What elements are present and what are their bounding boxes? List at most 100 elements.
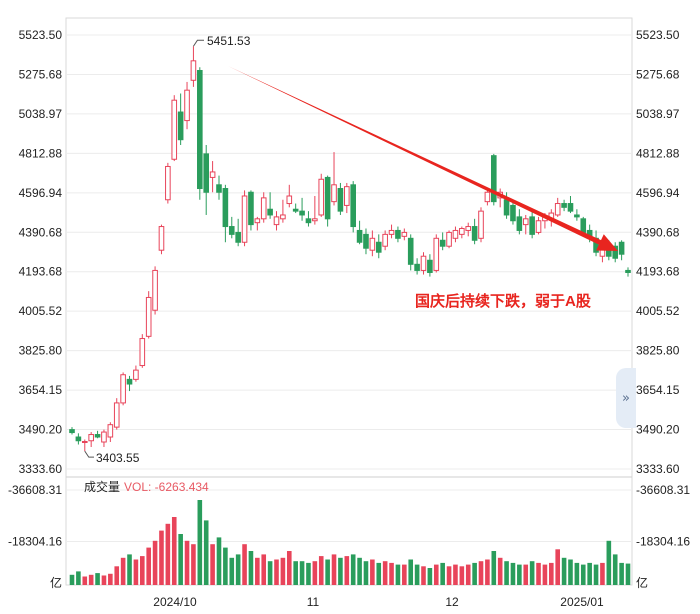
candle: [305, 211, 312, 227]
price-tick-left: 4390.68: [19, 225, 63, 239]
volume-tick-left: -18304.16: [8, 535, 62, 549]
candle: [414, 258, 420, 275]
volume-bar: [593, 564, 599, 585]
candle-body-up: [254, 218, 261, 224]
volume-bar: [485, 559, 490, 585]
candle: [318, 173, 325, 217]
volume-bar: [203, 520, 209, 585]
candle-body-down: [350, 184, 356, 228]
price-tick-right: 5523.50: [636, 28, 680, 42]
candle-body-up: [171, 99, 178, 160]
candle: [203, 144, 210, 215]
candle: [88, 432, 94, 448]
volume-bar: [465, 564, 471, 585]
volume-tick-left: 亿: [50, 575, 62, 590]
candle: [433, 234, 440, 273]
volume-bar: [491, 551, 497, 585]
volume-bar: [235, 554, 241, 585]
low-leader-line: [84, 450, 94, 458]
volume-bar: [165, 523, 171, 585]
candle-body-down: [222, 188, 229, 228]
candle: [337, 182, 344, 215]
volume-bar: [88, 574, 94, 585]
volume-bar: [274, 559, 279, 585]
volume-bar: [382, 561, 388, 585]
candle: [363, 228, 369, 255]
candle: [567, 195, 574, 214]
price-tick-right: 4596.94: [636, 186, 680, 200]
volume-bar: [108, 573, 113, 585]
candle-body-down: [529, 216, 535, 235]
price-tick-left: 3654.15: [19, 383, 63, 397]
candle-body-up: [280, 214, 286, 220]
volume-bar: [229, 557, 235, 585]
candle: [344, 182, 350, 214]
candle-body-up: [158, 226, 165, 251]
candle-body-up: [459, 227, 465, 235]
price-tick-left: 5523.50: [19, 28, 63, 42]
candle: [529, 211, 535, 239]
volume-bar: [325, 559, 330, 585]
candle-body-up: [145, 296, 152, 337]
candle-body-down: [516, 216, 523, 231]
price-tick-right: 5038.97: [636, 107, 680, 121]
volume-bar: [331, 554, 337, 585]
candle: [439, 232, 446, 251]
candle-body-down: [203, 153, 210, 193]
candle: [471, 218, 478, 245]
candle-body-up: [81, 440, 88, 443]
candle: [478, 207, 484, 243]
volume-bar: [133, 559, 139, 585]
price-tick-right: 3333.60: [636, 462, 680, 476]
candle: [107, 422, 114, 442]
price-tick-left: 4812.88: [19, 146, 63, 160]
candle: [401, 228, 408, 241]
volume-bar: [171, 517, 177, 585]
candle: [254, 216, 261, 231]
price-tick-right: 5275.68: [636, 67, 680, 81]
volume-tick-right: -18304.16: [636, 535, 690, 549]
candle-body-up: [420, 255, 427, 271]
volume-bar: [318, 556, 324, 585]
trend-arrow: [228, 66, 618, 251]
candle-body-down: [356, 229, 363, 243]
volume-bar: [127, 554, 132, 585]
candle-body-down: [69, 429, 75, 434]
candle: [407, 234, 414, 271]
candle-body-up: [433, 237, 440, 271]
high-leader-line: [193, 39, 204, 47]
volume-bar: [612, 554, 618, 585]
candle: [375, 234, 382, 259]
candle: [280, 199, 286, 223]
volume-bar: [440, 562, 445, 585]
candle-body-up: [273, 216, 280, 226]
candle: [612, 242, 619, 263]
candle-body-down: [503, 199, 510, 216]
candle: [292, 203, 299, 214]
candle-body-down: [292, 208, 299, 212]
price-tick-right: 3490.20: [636, 423, 680, 437]
candle-body-down: [625, 269, 631, 273]
candle-body-down: [414, 263, 420, 271]
chart-annotation: 国庆后持续下跌，弱于A股: [415, 292, 592, 310]
volume-bar: [433, 564, 439, 585]
volume-bar: [312, 561, 318, 585]
volume-bar: [286, 551, 292, 585]
candle-body-up: [388, 229, 395, 235]
candle-body-down: [439, 239, 446, 247]
candle-body-down: [490, 155, 497, 203]
candle: [554, 197, 561, 217]
volume-bar: [69, 574, 75, 585]
volume-bar: [223, 547, 228, 585]
candle-body-up: [190, 60, 197, 81]
expand-panel-icon[interactable]: »: [616, 368, 636, 428]
candle: [171, 95, 178, 162]
candle: [299, 197, 305, 221]
candle: [420, 252, 427, 275]
candle: [145, 291, 152, 339]
volume-bar: [344, 556, 350, 585]
candle-body-up: [452, 229, 459, 239]
volume-bar: [197, 500, 203, 585]
candle-body-up: [554, 203, 561, 216]
candle: [286, 184, 293, 208]
